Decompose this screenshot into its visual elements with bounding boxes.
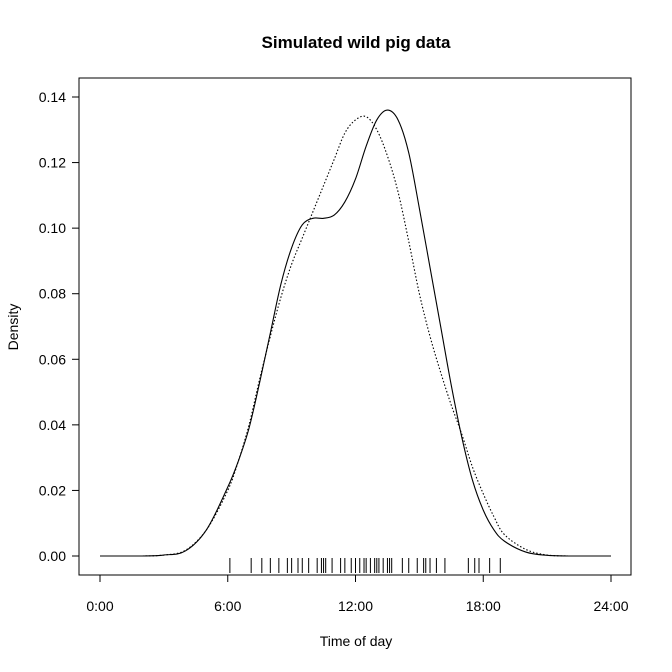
x-tick-label: 0:00 [86,598,113,614]
y-tick-label: 0.00 [39,548,66,564]
y-tick-label: 0.06 [39,351,66,367]
y-tick-label: 0.02 [39,482,66,498]
x-tick-label: 6:00 [214,598,241,614]
x-axis-title: Time of day [320,633,393,649]
solid-density-line [100,109,611,557]
chart-title: Simulated wild pig data [262,33,451,52]
x-axis: 0:00 6:00 12:00 18:00 24:00 [86,574,629,614]
y-tick-label: 0.08 [39,286,66,302]
x-tick-label: 18:00 [466,598,501,614]
y-tick-label: 0.04 [39,417,66,433]
y-axis: 0.00 0.02 0.04 0.06 0.08 0.10 0.12 0.14 [39,89,80,564]
y-tick-label: 0.10 [39,220,66,236]
dotted-density-line [100,115,611,557]
x-tick-label: 24:00 [593,598,628,614]
density-curves [100,109,611,557]
y-tick-label: 0.14 [39,89,66,105]
plot-box [78,77,632,576]
rug-marks [229,558,501,573]
x-tick-label: 12:00 [338,598,373,614]
y-tick-label: 0.12 [39,155,66,171]
y-axis-title: Density [5,304,21,351]
